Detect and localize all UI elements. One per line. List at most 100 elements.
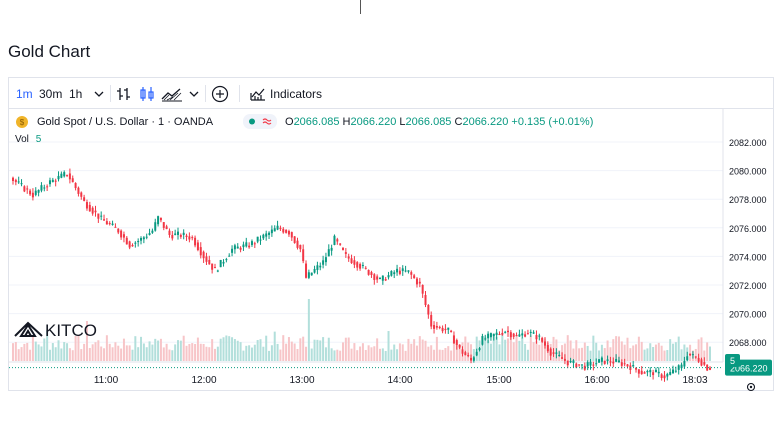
volume-bar (114, 342, 117, 361)
volume-bar (68, 348, 71, 361)
candle (313, 269, 316, 273)
volume-bar (12, 343, 14, 361)
candle (336, 239, 339, 242)
candle (29, 190, 32, 195)
candle (276, 225, 279, 230)
volume-bar (342, 342, 345, 361)
candle (691, 354, 694, 356)
volume-bar (279, 349, 282, 361)
candle (219, 259, 222, 268)
candle (472, 357, 475, 361)
candle (196, 242, 199, 251)
candle (157, 216, 160, 225)
volume-bar (464, 336, 467, 361)
candle (623, 363, 626, 365)
volume-bar (435, 336, 438, 361)
candle (37, 190, 40, 193)
volume-bar (128, 345, 131, 361)
candle (222, 261, 225, 264)
candle (632, 365, 635, 367)
candle (424, 295, 427, 305)
chevron-down-icon[interactable] (184, 84, 204, 104)
volume-bar (88, 347, 91, 361)
candle (148, 233, 151, 235)
volume-bar (501, 333, 504, 361)
candle (538, 335, 541, 337)
candle (253, 243, 256, 245)
volume-bar (424, 340, 427, 361)
indicators-icon[interactable] (248, 84, 268, 104)
candle (435, 325, 438, 328)
candle (635, 367, 638, 370)
y-tick-label: 2072.000 (729, 281, 767, 291)
volume-bar (40, 346, 43, 361)
candle (617, 360, 620, 362)
candle (103, 219, 106, 221)
volume-bar (364, 349, 367, 361)
volume-bar (105, 335, 108, 361)
volume-bar (674, 342, 677, 361)
volume-bar (319, 340, 322, 361)
chart-area[interactable]: KITCO 2082.000 2080.000 2078.000 2076.000 207… (9, 109, 775, 392)
candle (566, 360, 569, 366)
volume-bar (350, 348, 353, 361)
volume-bar (236, 340, 239, 361)
candle (418, 281, 421, 284)
candle (652, 372, 655, 376)
volume-bar (256, 340, 259, 361)
volume-bar (609, 347, 612, 361)
candle (71, 178, 74, 183)
volume-bar (575, 340, 578, 361)
y-tick-label: 2080.000 (729, 167, 767, 177)
candle (307, 272, 310, 278)
bar-chart-icon[interactable] (114, 84, 134, 104)
volume-bar (324, 347, 327, 361)
gear-icon[interactable] (746, 382, 756, 392)
candle (168, 230, 171, 235)
candle (43, 187, 46, 189)
candle (51, 179, 54, 183)
interval-1h-button[interactable]: 1h (69, 87, 83, 101)
volume-bar (185, 345, 188, 361)
add-compare-icon[interactable] (210, 84, 230, 104)
volume-bar (458, 344, 461, 361)
volume-bar (572, 348, 575, 361)
candle (370, 272, 373, 276)
volume-bar (100, 346, 103, 361)
candle (250, 241, 253, 245)
interval-1m-button[interactable]: 1m (16, 87, 33, 101)
candle (154, 222, 157, 231)
volume-bar (387, 331, 390, 361)
indicators-button[interactable]: Indicators (270, 87, 323, 101)
area-chart-icon[interactable] (160, 84, 184, 104)
candle (236, 246, 239, 249)
volume-bar (250, 347, 253, 361)
volume-bar (433, 349, 436, 361)
gold-symbol-icon: $ (16, 116, 28, 128)
page-title: Gold Chart (8, 42, 91, 61)
candle (191, 237, 194, 239)
volume-bar (532, 342, 535, 361)
candle (532, 332, 535, 334)
candle (509, 332, 512, 338)
interval-30m-button[interactable]: 30m (39, 87, 63, 101)
candle (342, 247, 345, 250)
symbol-name[interactable]: Gold Spot / U.S. Dollar · 1 · OANDA (37, 116, 214, 128)
chevron-down-icon[interactable] (89, 84, 109, 104)
candle (666, 373, 669, 377)
candle (20, 183, 23, 185)
candle (239, 247, 242, 250)
price-chart[interactable]: KITCO 2082.000 2080.000 2078.000 2076.000 207… (9, 109, 775, 392)
volume-bar (29, 349, 32, 361)
candle (415, 278, 418, 285)
candle (575, 363, 578, 368)
volume-bar (17, 349, 20, 361)
candles-icon[interactable] (137, 84, 157, 104)
candle (612, 361, 615, 364)
volume-bar (672, 343, 675, 361)
volume-bar (231, 337, 234, 361)
candle (54, 180, 57, 182)
volume-bar (578, 348, 581, 361)
candle (140, 238, 143, 241)
volume-bar (390, 349, 393, 361)
